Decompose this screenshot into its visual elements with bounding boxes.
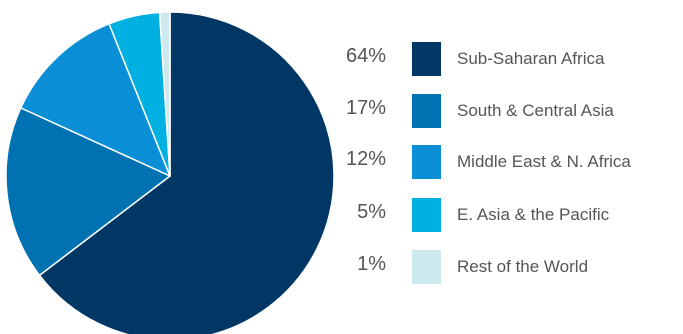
legend-item-middle-east-n-africa: 12% Middle East & N. Africa — [330, 145, 680, 179]
pie-slice-sub-saharan-africa — [38, 11, 335, 334]
legend-item-south-central-asia: 17% South & Central Asia — [330, 94, 680, 128]
legend-label: Sub-Saharan Africa — [457, 49, 605, 68]
legend-percent: 1% — [357, 253, 386, 275]
legend-label: South & Central Asia — [457, 101, 614, 120]
legend-percent: 12% — [345, 148, 386, 170]
legend-item-e-asia-pacific: 5% E. Asia & the Pacific — [330, 198, 680, 232]
legend-percent: 5% — [357, 201, 386, 223]
pie-slice-middle-east-n-africa — [20, 23, 171, 177]
legend: 64% Sub-Saharan Africa 17% South & Centr… — [330, 42, 680, 302]
legend-label: Rest of the World — [457, 257, 589, 276]
legend-percent: 17% — [345, 97, 386, 119]
legend-label: Middle East & N. Africa — [457, 152, 631, 171]
legend-label: E. Asia & the Pacific — [457, 205, 610, 224]
legend-percent: 64% — [345, 45, 386, 67]
legend-swatch — [412, 250, 441, 284]
pie-slice-south-central-asia — [5, 107, 171, 277]
legend-swatch — [412, 42, 441, 76]
legend-item-rest-of-world: 1% Rest of the World — [330, 250, 680, 284]
legend-swatch — [412, 94, 441, 128]
pie-slice-rest-of-the-world — [158, 11, 171, 177]
legend-swatch — [412, 198, 441, 232]
pie-slices — [5, 11, 335, 334]
legend-item-sub-saharan-africa: 64% Sub-Saharan Africa — [330, 42, 680, 76]
legend-swatch — [412, 145, 441, 179]
